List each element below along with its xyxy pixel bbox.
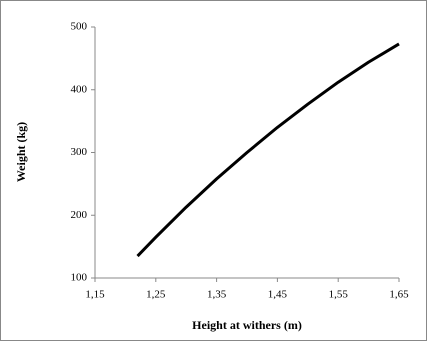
y-tick-label: 400: [71, 83, 88, 95]
y-tick-label: 100: [71, 272, 88, 284]
x-tick-label: 1,55: [329, 289, 349, 301]
x-tick-label: 1,45: [268, 289, 288, 301]
data-line: [136, 42, 400, 258]
y-tick-label: 500: [71, 21, 88, 33]
x-axis-label: Height at withers (m): [192, 318, 302, 332]
y-tick-label: 200: [71, 209, 88, 221]
y-axis-label: Weight (kg): [14, 122, 28, 182]
x-tick-label: 1,25: [146, 289, 166, 301]
x-tick-label: 1,15: [85, 289, 105, 301]
y-tick-label: 300: [71, 146, 88, 158]
x-tick-label: 1,65: [389, 289, 409, 301]
x-tick-label: 1,35: [207, 289, 227, 301]
